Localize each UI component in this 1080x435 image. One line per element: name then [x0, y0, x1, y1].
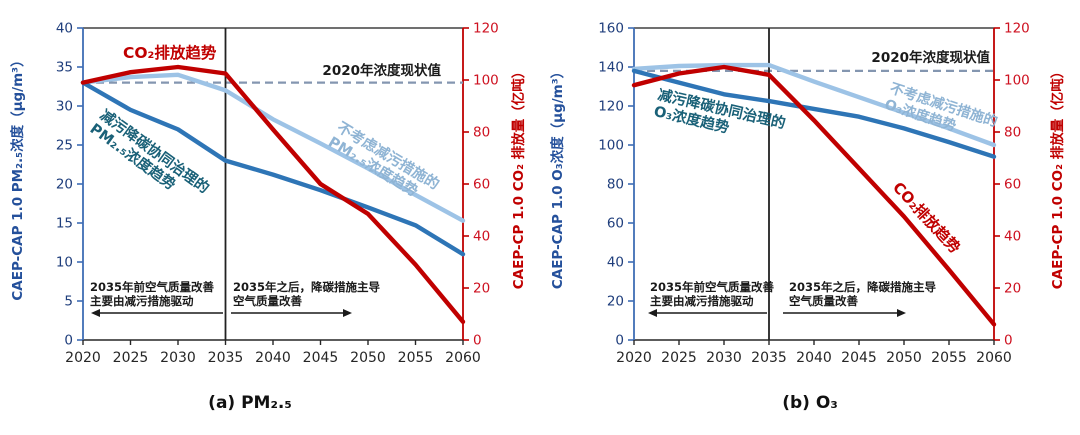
- svg-text:2020: 2020: [616, 350, 652, 366]
- svg-text:40: 40: [1004, 229, 1021, 245]
- svg-text:2060: 2060: [976, 350, 1012, 366]
- series-label-1: 不考虑减污措施的O₃浓度趋势: [883, 80, 1000, 147]
- arrow-right-head-icon: [897, 309, 906, 317]
- panel-b-title: (b) O₃: [782, 393, 838, 413]
- arrow-left-head-icon: [648, 309, 657, 317]
- series-line-2: [631, 64, 997, 327]
- svg-text:80: 80: [607, 177, 624, 193]
- svg-text:2050: 2050: [350, 350, 386, 366]
- chart-panel-b: 0204060801001201401600204060801001202020…: [598, 21, 1030, 367]
- series-line-1: [80, 72, 466, 223]
- svg-text:20: 20: [1004, 281, 1021, 297]
- svg-text:2030: 2030: [160, 350, 196, 366]
- svg-text:120: 120: [473, 21, 499, 37]
- svg-text:2040: 2040: [255, 350, 291, 366]
- svg-text:60: 60: [1004, 177, 1021, 193]
- svg-text:100: 100: [598, 138, 624, 154]
- annotation-post2035: 2035年之后，降碳措施主导空气质量改善: [233, 280, 381, 308]
- svg-text:25: 25: [56, 138, 73, 154]
- svg-text:15: 15: [56, 216, 73, 232]
- svg-text:20: 20: [473, 281, 490, 297]
- svg-text:60: 60: [607, 216, 624, 232]
- x-axis-ticks: 2020 2025 2030 2035 2040 2045 2050 2055 2060: [616, 340, 1012, 366]
- svg-text:120: 120: [598, 99, 624, 115]
- svg-text:80: 80: [1004, 125, 1021, 141]
- svg-text:2030: 2030: [706, 350, 742, 366]
- svg-text:100: 100: [1004, 73, 1030, 89]
- svg-text:30: 30: [56, 99, 73, 115]
- svg-text:2025: 2025: [661, 350, 697, 366]
- svg-text:80: 80: [473, 125, 490, 141]
- svg-text:160: 160: [598, 21, 624, 37]
- svg-text:140: 140: [598, 60, 624, 76]
- svg-text:5: 5: [64, 294, 73, 310]
- svg-text:2035: 2035: [208, 350, 244, 366]
- x-axis-ticks: 2020 2025 2030 2035 2040 2045 2050 2055 2060: [65, 340, 481, 366]
- left-axis-ticks: 0 5 10 15 20 25 30 35 40: [56, 21, 83, 349]
- svg-text:2020: 2020: [65, 350, 101, 366]
- right-axis-ticks: 0 20 40 60 80 100 120: [994, 21, 1030, 349]
- svg-text:0: 0: [473, 333, 482, 349]
- svg-text:0: 0: [1004, 333, 1013, 349]
- series-line-0: [631, 68, 997, 159]
- annotation-pre2035: 2035年前空气质量改善主要由减污措施驱动: [90, 280, 215, 308]
- svg-text:40: 40: [56, 21, 73, 37]
- svg-text:0: 0: [64, 333, 73, 349]
- svg-text:2045: 2045: [841, 350, 877, 366]
- svg-text:40: 40: [607, 255, 624, 271]
- svg-text:60: 60: [473, 177, 490, 193]
- svg-text:20: 20: [56, 177, 73, 193]
- series-line-2: [80, 64, 466, 324]
- arrow-right-head-icon: [343, 309, 352, 317]
- panel-b-left-axis-title: CAEP-CAP 1.0 O₃浓度（μg/m³）: [550, 64, 566, 290]
- reference-2020-label: 2020年浓度现状值: [322, 62, 441, 79]
- svg-text:2050: 2050: [886, 350, 922, 366]
- series-label-2: CO₂排放趋势: [123, 43, 217, 62]
- arrow-left-head-icon: [91, 309, 100, 317]
- svg-text:2060: 2060: [445, 350, 481, 366]
- svg-text:2025: 2025: [113, 350, 149, 366]
- left-axis-ticks: 0 20 40 60 80 100 120 140 160: [598, 21, 634, 349]
- svg-text:20: 20: [607, 294, 624, 310]
- series-line-0: [80, 80, 466, 257]
- panel-a-title: (a) PM₂.₅: [208, 393, 292, 413]
- annotation-pre2035: 2035年前空气质量改善主要由减污措施驱动: [650, 280, 775, 308]
- svg-text:2035: 2035: [751, 350, 787, 366]
- right-axis-ticks: 0 20 40 60 80 100 120: [463, 21, 499, 349]
- svg-text:35: 35: [56, 60, 73, 76]
- series-label-1: 不考虑减污措施的PM₂.₅浓度趋势: [325, 118, 442, 208]
- series-line-1: [631, 62, 997, 148]
- series-label-0: 减污降碳协同治理的PM₂.₅浓度趋势: [87, 106, 213, 211]
- svg-text:2040: 2040: [796, 350, 832, 366]
- reference-2020-label: 2020年浓度现状值: [871, 49, 990, 66]
- annotation-post2035: 2035年之后，降碳措施主导空气质量改善: [789, 280, 937, 308]
- svg-text:100: 100: [473, 73, 499, 89]
- svg-text:120: 120: [1004, 21, 1030, 37]
- svg-text:2055: 2055: [931, 350, 967, 366]
- svg-text:2045: 2045: [303, 350, 339, 366]
- panel-a-left-axis-title: CAEP-CAP 1.0 PM₂.₅浓度（μg/m³）: [10, 53, 26, 301]
- svg-text:10: 10: [56, 255, 73, 271]
- svg-text:40: 40: [473, 229, 490, 245]
- svg-text:2055: 2055: [398, 350, 434, 366]
- panel-b-right-axis-title: CAEP-CP 1.0 CO₂ 排放量（亿吨）: [1050, 64, 1066, 290]
- panel-a-right-axis-title: CAEP-CP 1.0 CO₂ 排放量（亿吨）: [511, 64, 527, 290]
- svg-text:0: 0: [615, 333, 624, 349]
